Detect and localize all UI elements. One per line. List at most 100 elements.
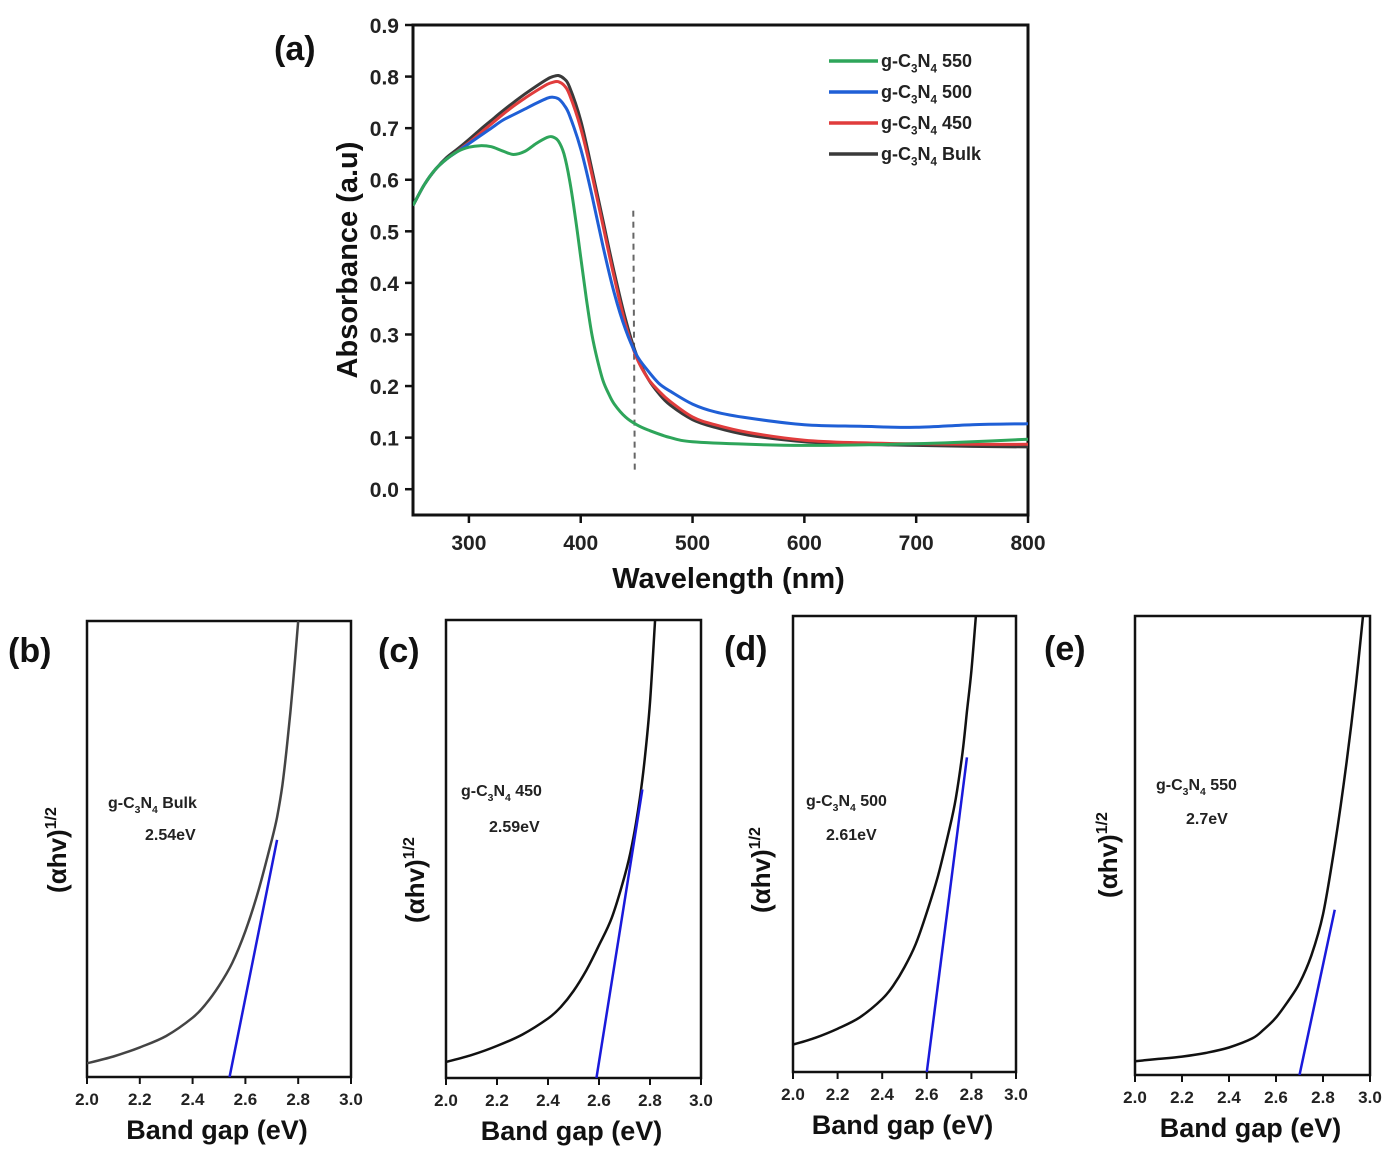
x-tick-label: 2.2	[128, 1090, 152, 1109]
series-line-1	[413, 95, 1028, 429]
linear-fit-line	[925, 757, 969, 1072]
x-tick-label: 600	[787, 532, 822, 555]
y-tick-label: 0.9	[370, 15, 399, 38]
formula-part: 500	[856, 793, 887, 810]
series-line-3	[413, 73, 1028, 449]
y-axis-title: (αhv)1/2	[400, 837, 430, 923]
x-tick-label: 2.8	[286, 1090, 310, 1109]
y-axis-title-base: (αhv)	[746, 849, 776, 913]
plot-frame	[85, 619, 353, 1079]
legend-label: g-C3N4 550	[881, 51, 972, 75]
x-tick-label: 700	[899, 532, 934, 555]
x-tick-label: 2.6	[1264, 1088, 1288, 1107]
x-tick-label: 2.0	[781, 1085, 805, 1104]
legend-label: g-C3N4 450	[881, 113, 972, 137]
x-axis-title: Band gap (eV)	[481, 1116, 663, 1146]
linear-fit-line	[595, 789, 644, 1078]
formula-part: 3	[1183, 787, 1189, 798]
y-tick-label: 0.8	[370, 67, 400, 90]
formula-part: N	[918, 144, 931, 164]
formula-part: g-C	[881, 51, 911, 71]
x-axis-title: Band gap (eV)	[1160, 1113, 1342, 1143]
x-tick-label: 2.8	[1311, 1088, 1335, 1107]
x-tick-label: 3.0	[1004, 1085, 1028, 1104]
panel-label: (a)	[274, 30, 316, 68]
x-tick-label: 2.6	[915, 1085, 939, 1104]
formula-part: 4	[931, 62, 938, 75]
sample-annotation: g-C3N4 450	[461, 783, 542, 804]
y-tick-label: 0.3	[370, 324, 399, 347]
x-tick-label: 2.6	[234, 1090, 258, 1109]
formula-part: 3	[911, 124, 918, 137]
formula-part: Bulk	[937, 144, 982, 164]
formula-part: Bulk	[158, 795, 197, 812]
x-tick-label: 2.0	[1123, 1088, 1147, 1107]
y-tick-label: 0.1	[370, 428, 400, 451]
x-tick-label: 300	[451, 532, 486, 555]
formula-part: N	[918, 113, 931, 133]
y-tick-label: 0.6	[370, 170, 399, 193]
x-tick-label: 3.0	[339, 1090, 363, 1109]
x-tick-label: 3.0	[1358, 1088, 1382, 1107]
formula-part: 500	[937, 82, 972, 102]
y-axis-title-base: (αhv)	[1093, 834, 1123, 898]
plot-frame	[444, 618, 703, 1080]
band-gap-value: 2.54eV	[145, 827, 196, 844]
formula-part: 4	[931, 155, 938, 168]
formula-part: g-C	[1156, 777, 1183, 794]
x-tick-label: 2.8	[638, 1091, 662, 1110]
formula-part: N	[918, 51, 931, 71]
formula-part: N	[838, 793, 850, 810]
y-axis-title-sup: 1/2	[43, 807, 60, 829]
formula-part: N	[493, 783, 505, 800]
x-axis-title: Wavelength (nm)	[612, 563, 845, 595]
y-axis-title-sup: 1/2	[1094, 812, 1111, 834]
y-tick-label: 0.2	[370, 376, 399, 399]
sample-annotation: g-C3N4 Bulk	[108, 795, 197, 816]
formula-part: 3	[911, 62, 918, 75]
formula-part: 4	[505, 793, 511, 804]
formula-part: 4	[1200, 787, 1206, 798]
y-tick-label: 0.5	[370, 221, 400, 244]
x-tick-label: 2.4	[536, 1091, 560, 1110]
legend-label: g-C3N4 500	[881, 82, 972, 106]
legend-label: g-C3N4 Bulk	[881, 144, 982, 168]
x-tick-label: 2.4	[181, 1090, 205, 1109]
band-gap-value: 2.59eV	[489, 819, 540, 836]
formula-part: 3	[488, 793, 494, 804]
sample-annotation: g-C3N4 550	[1156, 777, 1237, 798]
formula-part: g-C	[881, 144, 911, 164]
tauc-curve	[793, 616, 978, 1046]
plot-frame	[791, 614, 1018, 1074]
formula-part: N	[1188, 777, 1200, 794]
formula-part: g-C	[108, 795, 135, 812]
formula-part: 450	[511, 783, 542, 800]
x-tick-label: 2.6	[587, 1091, 611, 1110]
formula-part: 3	[911, 93, 918, 106]
x-tick-label: 2.2	[1170, 1088, 1194, 1107]
y-axis-title: (αhv)1/2	[42, 807, 72, 893]
series-line-0	[413, 135, 1028, 447]
x-tick-label: 2.4	[870, 1085, 894, 1104]
formula-part: g-C	[461, 783, 488, 800]
formula-part: 4	[931, 93, 938, 106]
x-tick-label: 2.2	[826, 1085, 850, 1104]
x-tick-label: 2.2	[485, 1091, 509, 1110]
y-axis-title: (αhv)1/2	[746, 827, 776, 913]
y-tick-label: 0.0	[370, 479, 399, 502]
x-tick-label: 800	[1010, 532, 1045, 555]
tauc-curve	[1135, 616, 1365, 1063]
panel-label: (e)	[1044, 630, 1086, 668]
y-axis-title: (αhv)1/2	[1093, 812, 1123, 898]
x-tick-label: 500	[675, 532, 710, 555]
formula-part: 550	[937, 51, 972, 71]
formula-part: g-C	[806, 793, 833, 810]
panel-label: (d)	[724, 630, 767, 668]
formula-part: 4	[850, 803, 856, 814]
x-axis-title: Band gap (eV)	[812, 1110, 994, 1140]
x-tick-label: 2.0	[434, 1091, 458, 1110]
